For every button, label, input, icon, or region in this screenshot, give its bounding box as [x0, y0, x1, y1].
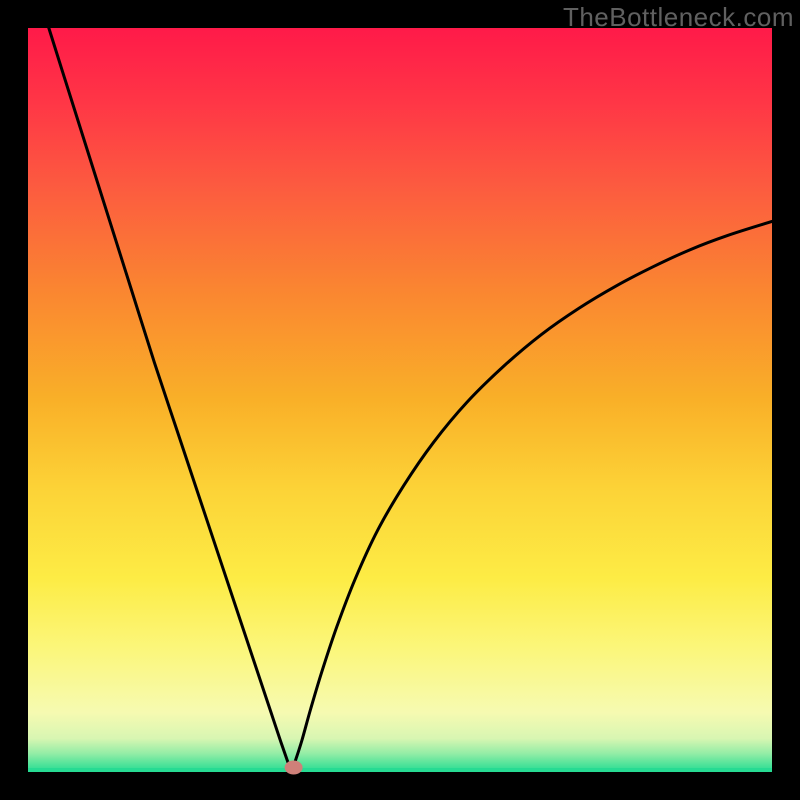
bottleneck-chart [0, 0, 800, 800]
watermark-text: TheBottleneck.com [563, 2, 794, 33]
plot-gradient [28, 28, 772, 772]
bottom-band [28, 768, 772, 772]
chart-root: TheBottleneck.com [0, 0, 800, 800]
optimum-marker [285, 761, 303, 775]
